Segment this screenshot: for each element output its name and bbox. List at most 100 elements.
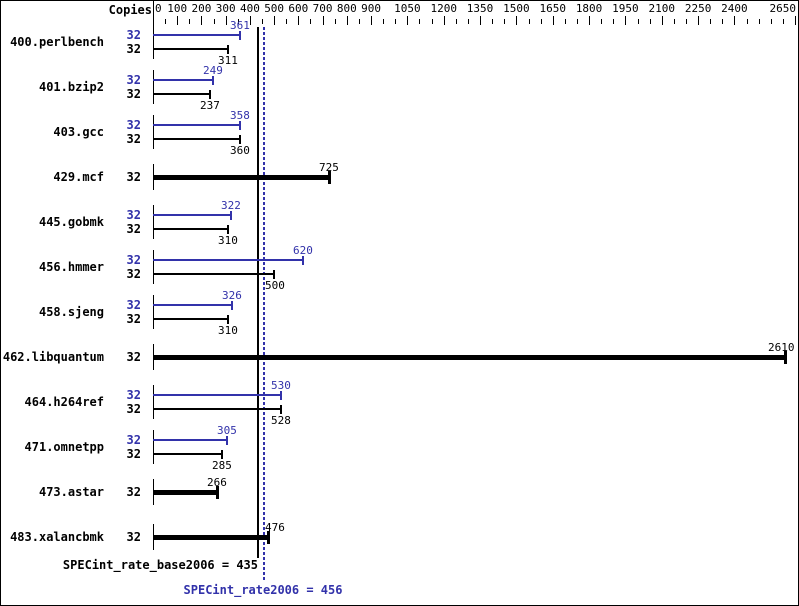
group-baseline (153, 70, 154, 104)
axis-tick (541, 19, 542, 24)
axis-tick (298, 16, 299, 25)
peak-value-label: 620 (293, 244, 313, 257)
single-bar (153, 490, 218, 495)
benchmark-label: 456.hmmer (38, 260, 104, 274)
single-copies-value: 32 (126, 530, 141, 544)
peak-bar (153, 34, 241, 36)
peak-value-label: 361 (230, 19, 250, 32)
axis-tick (250, 16, 251, 25)
bar-end-cap (267, 531, 270, 544)
peak-value-label: 530 (271, 379, 291, 392)
peak-value-label: 322 (221, 199, 241, 212)
peak-bar (153, 394, 282, 396)
bar-end-cap (280, 405, 282, 414)
group-baseline (153, 25, 154, 59)
peak-bar (153, 259, 304, 261)
axis-tick (347, 16, 348, 25)
axis-tick-label: 900 (361, 2, 381, 15)
peak-value-label: 305 (217, 424, 237, 437)
axis-tick (625, 16, 626, 25)
axis-tick (553, 16, 554, 25)
bar-end-cap (328, 171, 331, 184)
single-value-label: 2610 (768, 341, 795, 354)
axis-tick (638, 19, 639, 24)
base-bar (153, 318, 229, 320)
single-copies-value: 32 (126, 170, 141, 184)
axis-tick (456, 19, 457, 24)
peak-value-label: 358 (230, 109, 250, 122)
peak-bar (153, 79, 214, 81)
base-summary-text: SPECint_rate_base2006 = 435 (62, 558, 258, 572)
single-bar (153, 175, 329, 180)
bar-end-cap (227, 45, 229, 54)
axis-tick-label: 1800 (575, 2, 603, 15)
benchmark-label: 403.gcc (53, 125, 104, 139)
axis-tick (722, 19, 723, 24)
axis-tick (674, 19, 675, 24)
axis-tick (165, 19, 166, 24)
peak-copies-value: 32 (126, 118, 141, 132)
single-copies-value: 32 (126, 350, 141, 364)
peak-reference-line (263, 27, 265, 582)
bar-end-cap (239, 135, 241, 144)
axis-tick-label: 100 (167, 2, 188, 15)
peak-bar (153, 304, 232, 306)
axis-tick (759, 19, 760, 24)
peak-copies-value: 32 (126, 388, 141, 402)
axis-tick-label: 2650 (769, 2, 797, 15)
bar-end-cap (221, 450, 223, 459)
axis-tick-label: 2100 (648, 2, 676, 15)
axis-tick (153, 16, 154, 25)
axis-tick (468, 19, 469, 24)
axis-tick (444, 16, 445, 25)
base-value-label: 237 (200, 99, 220, 112)
axis-tick (383, 19, 384, 24)
axis-tick (577, 19, 578, 24)
group-baseline (153, 115, 154, 149)
base-value-label: 360 (230, 144, 250, 157)
bar-end-cap (226, 436, 228, 445)
base-bar (153, 93, 211, 95)
group-baseline (153, 205, 154, 239)
axis-tick (407, 16, 408, 25)
peak-copies-value: 32 (126, 28, 141, 42)
axis-tick (201, 16, 202, 25)
axis-tick-label: 800 (336, 2, 357, 15)
single-copies-value: 32 (126, 485, 141, 499)
axis-tick (274, 16, 275, 25)
base-bar (153, 228, 229, 230)
axis-tick-label: 1650 (539, 2, 566, 15)
base-copies-value: 32 (126, 402, 141, 416)
axis-tick-label: 0 (155, 2, 162, 15)
benchmark-label: 471.omnetpp (24, 440, 104, 454)
single-value-label: 266 (207, 476, 227, 489)
base-bar (153, 408, 281, 410)
benchmark-label: 483.xalancbmk (10, 530, 104, 544)
bar-end-cap (227, 225, 229, 234)
axis-tick (734, 16, 735, 25)
bar-end-cap (302, 256, 304, 265)
benchmark-label: 473.astar (38, 485, 104, 499)
axis-tick-label: 2400 (721, 2, 748, 15)
peak-copies-value: 32 (126, 433, 141, 447)
axis-tick (589, 16, 590, 25)
axis-tick (492, 19, 493, 24)
copies-column-header: Copies (108, 3, 152, 17)
base-reference-line (257, 27, 259, 558)
axis-tick (310, 19, 311, 24)
axis-tick (504, 19, 505, 24)
axis-tick (189, 19, 190, 24)
base-value-label: 500 (265, 279, 285, 292)
axis-tick-label: 600 (288, 2, 309, 15)
base-value-label: 528 (271, 414, 291, 427)
base-copies-value: 32 (126, 267, 141, 281)
base-bar (153, 48, 229, 50)
axis-tick-label: 1200 (430, 2, 457, 15)
axis-tick-label: 700 (312, 2, 333, 15)
bar-end-cap (216, 486, 219, 499)
axis-tick (395, 19, 396, 24)
benchmark-label: 445.gobmk (38, 215, 104, 229)
benchmark-label: 429.mcf (53, 170, 104, 184)
group-baseline (153, 430, 154, 464)
peak-bar (153, 124, 240, 126)
